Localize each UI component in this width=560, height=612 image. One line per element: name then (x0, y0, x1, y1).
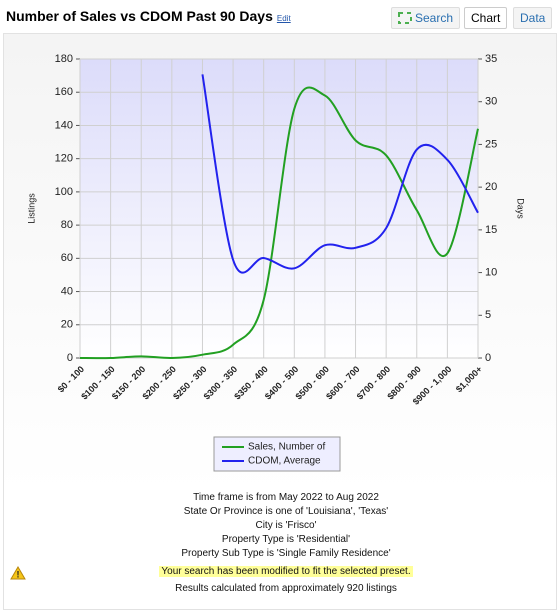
y2-tick-label: 10 (485, 266, 497, 278)
footer-text: Results calculated from approximately 92… (175, 583, 397, 594)
x-tick-label: $0 - 100 (56, 364, 86, 394)
note-line: Time frame is from May 2022 to Aug 2022 (0, 491, 560, 505)
notes: Time frame is from May 2022 to Aug 2022 S… (0, 491, 560, 596)
warning: Your search has been modified to fit the… (0, 565, 560, 579)
legend-label: Sales, Number of (248, 442, 325, 453)
y2-tick-label: 5 (485, 309, 491, 321)
note-line-text: State Or Province is one of 'Louisiana',… (183, 506, 389, 517)
y2-tick-label: 25 (485, 138, 497, 150)
y-axis-label: Listings (26, 193, 36, 224)
data-tab[interactable]: Data (513, 7, 553, 29)
x-tick-label: $1,000+ (454, 364, 484, 394)
note-line: Property Sub Type is 'Single Family Resi… (0, 547, 560, 561)
warning-text: Your search has been modified to fit the… (159, 566, 413, 577)
y-tick-label: 60 (61, 252, 73, 264)
search-icon (398, 12, 412, 24)
y2-tick-label: 35 (485, 53, 497, 65)
y-tick-label: 40 (61, 285, 73, 297)
chart-tab[interactable]: Chart (464, 7, 508, 29)
title: Number of Sales vs CDOM Past 90 Days (6, 8, 273, 24)
y-tick-label: 20 (61, 319, 73, 331)
legend-label: CDOM, Average (248, 456, 321, 467)
note-line-text: Time frame is from May 2022 to Aug 2022 (193, 492, 379, 503)
tab-label: Search (415, 11, 454, 25)
note-line-text: City is 'Frisco' (255, 520, 317, 531)
y2-axis-label: Days (516, 198, 526, 219)
note-line: Property Type is 'Residential' (0, 533, 560, 547)
header: Number of Sales vs CDOM Past 90 Days Edit (6, 8, 291, 24)
y-tick-label: 0 (67, 352, 73, 364)
note-line: City is 'Frisco' (0, 519, 560, 533)
y2-tick-label: 20 (485, 181, 497, 193)
edit-link[interactable]: Edit (276, 14, 291, 23)
footer: Results calculated from approximately 92… (0, 582, 560, 596)
legend (213, 436, 341, 472)
y2-tick-label: 15 (485, 224, 497, 236)
chart: 0 20 40 60 80 100 120 140 160 180 0 5 10 15 20 25 30 35 $0… (26, 53, 526, 472)
y-tick-label: 140 (55, 119, 73, 131)
y-tick-label: 160 (55, 86, 73, 98)
y-tick-label: 120 (55, 153, 73, 165)
note-line-text: Property Sub Type is 'Single Family Resi… (181, 548, 391, 559)
y-tick-label: 100 (55, 186, 73, 198)
series-line (201, 74, 479, 274)
y-tick-label: 80 (61, 219, 73, 231)
note-line-text: Property Type is 'Residential' (221, 534, 351, 545)
search-tab[interactable]: Search (391, 7, 461, 29)
y2-tick-label: 30 (485, 96, 497, 108)
svg-text:!: ! (17, 569, 20, 579)
warning-icon: ! (10, 566, 26, 580)
y-tick-label: 180 (55, 53, 73, 65)
series-line (79, 86, 479, 360)
note-line: State Or Province is one of 'Louisiana',… (0, 505, 560, 519)
y2-tick-label: 0 (485, 352, 491, 364)
